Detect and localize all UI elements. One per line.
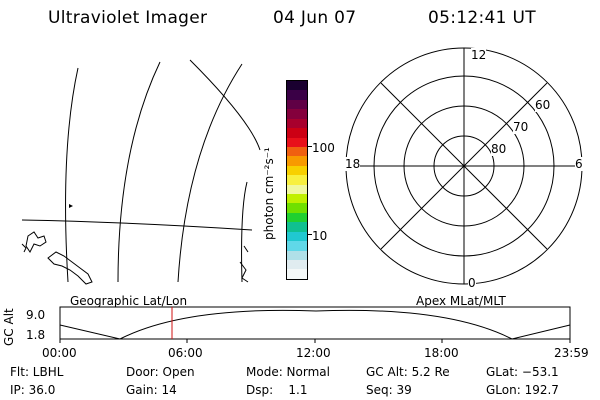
info-seq: Seq: 39 [366,383,412,397]
timeline-left-caption: Geographic Lat/Lon [70,294,188,308]
colorbar-swatch [287,118,307,129]
colorbar-swatch [287,156,307,166]
info-gcalt: GC Alt: 5.2 Re [366,365,450,379]
timeline-xtick-0600: 06:00 [168,346,203,360]
colorbar-swatch [287,146,307,157]
timeline-frame [59,306,571,340]
altitude-curve [59,309,571,340]
colorbar-swatch [287,212,307,223]
map-latitude-line [21,219,253,231]
colorbar-swatch [287,137,307,147]
lat-label-70: 70 [513,120,529,134]
colorbar-swatch [287,90,307,100]
colorbar-swatch [287,99,307,110]
timeline-ytick-top: 9.0 [26,308,46,322]
colorbar-swatch [287,222,307,232]
colorbar-tick-100: 100 [312,141,335,155]
map-longitude-line [117,61,161,283]
timeline-xtick-1200: 12:00 [296,346,331,360]
colorbar-swatch [287,165,307,176]
timeline-xtick-1800: 18:00 [424,346,459,360]
info-glon: GLon: 192.7 [486,383,559,397]
colorbar-tick-10: 10 [312,229,328,243]
timeline-right-caption: Apex MLat/MLT [416,294,506,308]
colorbar-swatch [287,175,307,185]
instrument-title: Ultraviolet Imager [48,8,208,28]
coastline [21,231,249,285]
info-door: Door: Open [126,365,195,379]
colorbar-swatch [287,269,307,279]
map-longitude-line [241,181,248,283]
colorbar-tick-mark [308,234,312,235]
timeline-xticks [59,339,571,343]
colorbar-swatch [287,128,307,138]
timeline-xtick-2359: 23:59 [554,346,589,360]
colorbar-tick-mark [308,146,312,147]
info-ip: IP: 36.0 [10,383,56,397]
info-flt: Flt: LBHL [10,365,64,379]
map-longitude-line [177,63,243,283]
colorbar-swatch [287,241,307,251]
mlt-label-12: 12 [471,48,487,62]
timeline-ytick-bottom: 1.8 [26,328,46,342]
colorbar-swatch [287,231,307,242]
map-longitude-line [65,67,79,283]
colorbar-swatch [287,194,307,204]
time-label: 05:12:41 UT [428,8,536,28]
colorbar-swatch [287,250,307,261]
colorbar-swatch [287,109,307,119]
colorbar [286,80,308,280]
info-dsp: Dsp: 1.1 [246,383,308,397]
colorbar-swatch [287,203,307,213]
lat-label-60: 60 [535,98,551,112]
date-label: 04 Jun 07 [273,8,357,28]
info-gain: Gain: 14 [126,383,177,397]
colorbar-swatch [287,260,307,270]
colorbar-swatch [287,81,307,91]
mlt-label-18: 18 [345,157,361,171]
mlt-label-6: 6 [575,157,583,171]
info-mode: Mode: Normal [246,365,330,379]
lat-label-80: 80 [491,142,507,156]
mlt-label-0: 0 [468,276,476,290]
polar-diagonal [380,82,548,250]
timeline-xtick-0000: 00:00 [42,346,77,360]
map-longitude-line [189,59,261,151]
info-glat: GLat: −53.1 [486,365,559,379]
colorbar-swatch [287,184,307,195]
map-marker [69,204,73,208]
